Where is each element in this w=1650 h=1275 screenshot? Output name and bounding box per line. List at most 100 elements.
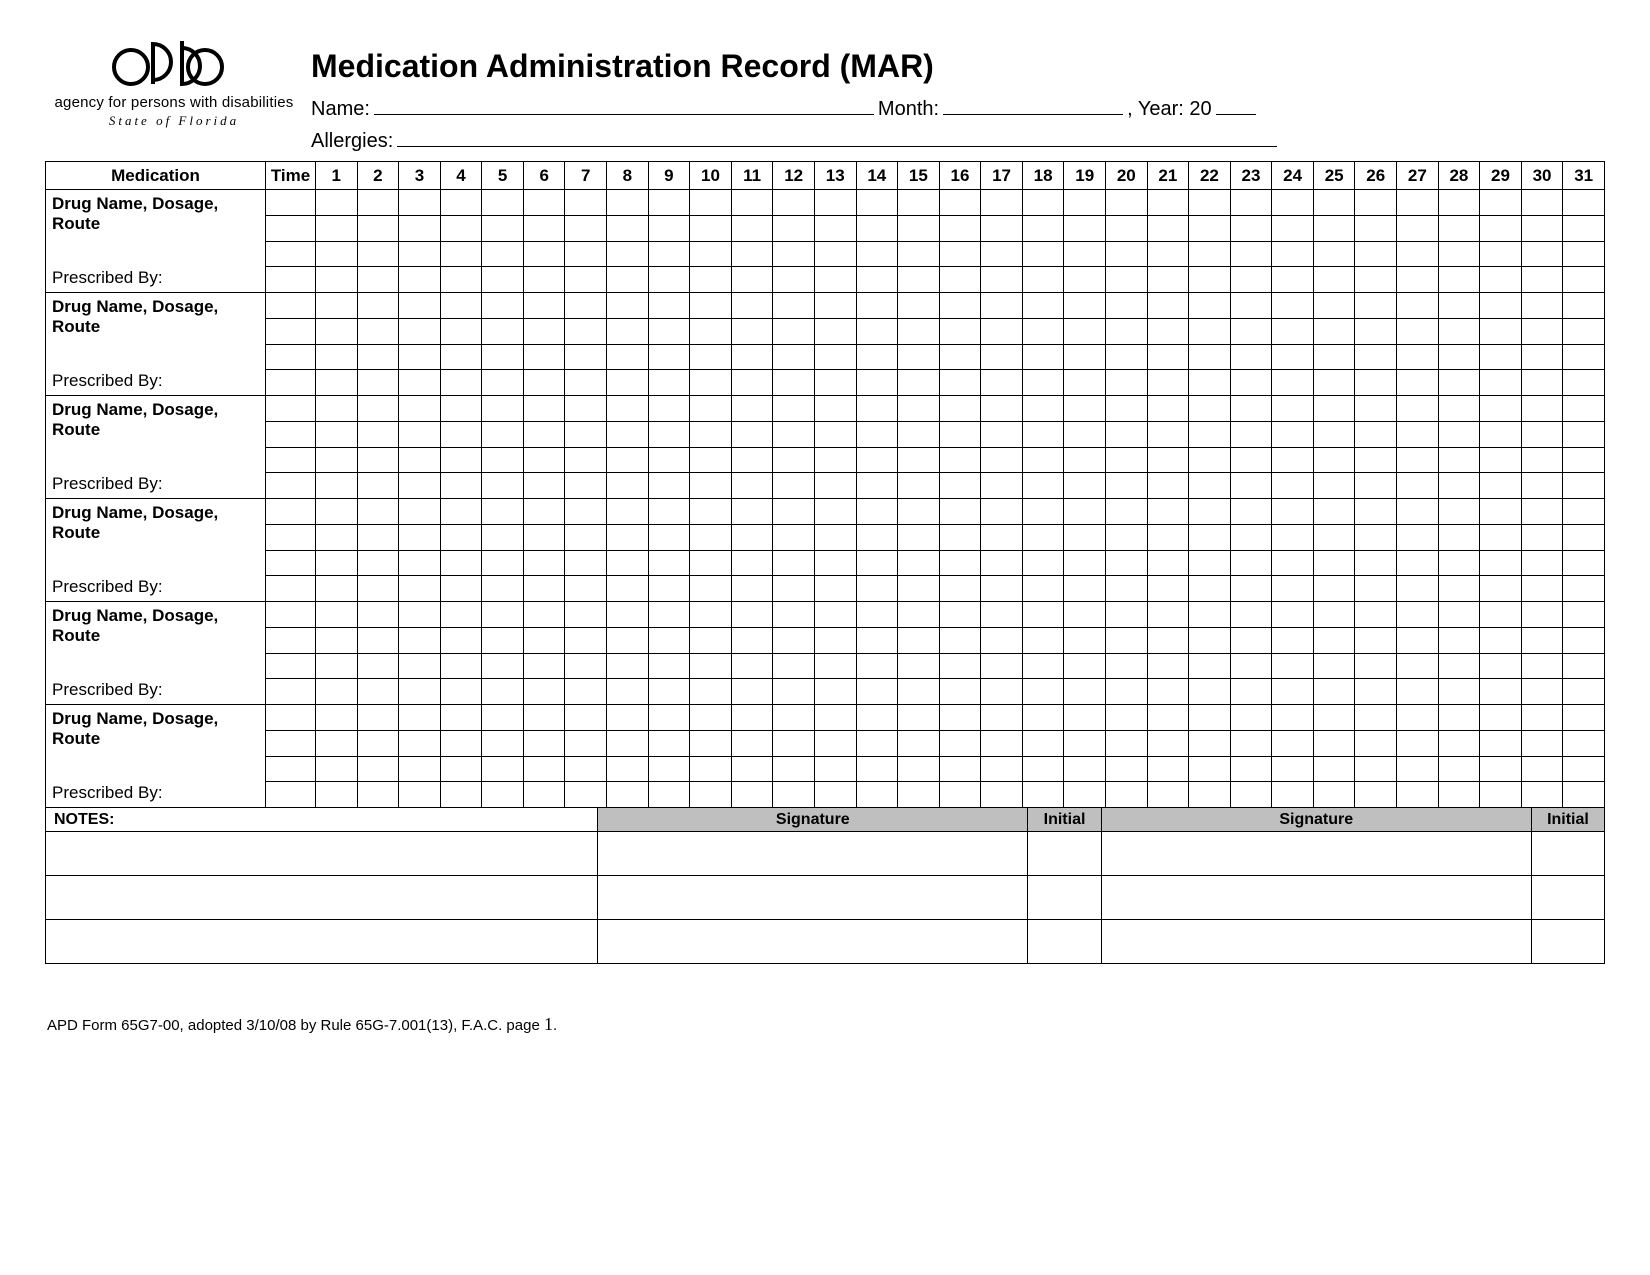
day-cell[interactable] — [731, 550, 773, 576]
day-cell[interactable] — [856, 550, 898, 576]
day-cell[interactable] — [440, 447, 482, 473]
day-cell[interactable] — [856, 473, 898, 499]
day-cell[interactable] — [1521, 421, 1563, 447]
day-cell[interactable] — [690, 447, 732, 473]
year-input[interactable] — [1216, 95, 1256, 115]
day-cell[interactable] — [523, 627, 565, 653]
day-cell[interactable] — [1022, 602, 1064, 628]
day-cell[interactable] — [648, 576, 690, 602]
day-cell[interactable] — [1397, 550, 1439, 576]
day-cell[interactable] — [1563, 602, 1605, 628]
day-cell[interactable] — [440, 190, 482, 216]
day-cell[interactable] — [1438, 215, 1480, 241]
day-cell[interactable] — [1355, 318, 1397, 344]
day-cell[interactable] — [1189, 473, 1231, 499]
initial-cell[interactable] — [1531, 920, 1604, 964]
day-cell[interactable] — [1313, 344, 1355, 370]
day-cell[interactable] — [399, 730, 441, 756]
day-cell[interactable] — [1230, 679, 1272, 705]
day-cell[interactable] — [1147, 241, 1189, 267]
day-cell[interactable] — [1313, 215, 1355, 241]
day-cell[interactable] — [1355, 627, 1397, 653]
time-cell[interactable] — [266, 602, 316, 628]
day-cell[interactable] — [1272, 627, 1314, 653]
day-cell[interactable] — [1397, 318, 1439, 344]
day-cell[interactable] — [648, 344, 690, 370]
day-cell[interactable] — [357, 293, 399, 319]
day-cell[interactable] — [1313, 293, 1355, 319]
day-cell[interactable] — [814, 730, 856, 756]
day-cell[interactable] — [898, 344, 940, 370]
day-cell[interactable] — [316, 602, 358, 628]
day-cell[interactable] — [1272, 473, 1314, 499]
day-cell[interactable] — [814, 370, 856, 396]
day-cell[interactable] — [565, 705, 607, 731]
day-cell[interactable] — [648, 370, 690, 396]
day-cell[interactable] — [1105, 344, 1147, 370]
day-cell[interactable] — [648, 447, 690, 473]
day-cell[interactable] — [1397, 267, 1439, 293]
day-cell[interactable] — [1189, 730, 1231, 756]
day-cell[interactable] — [1397, 370, 1439, 396]
day-cell[interactable] — [1438, 344, 1480, 370]
day-cell[interactable] — [690, 499, 732, 525]
day-cell[interactable] — [898, 602, 940, 628]
day-cell[interactable] — [1521, 499, 1563, 525]
day-cell[interactable] — [1397, 241, 1439, 267]
day-cell[interactable] — [981, 499, 1023, 525]
day-cell[interactable] — [1563, 576, 1605, 602]
day-cell[interactable] — [981, 524, 1023, 550]
day-cell[interactable] — [1563, 705, 1605, 731]
day-cell[interactable] — [939, 396, 981, 422]
day-cell[interactable] — [814, 602, 856, 628]
day-cell[interactable] — [1022, 293, 1064, 319]
day-cell[interactable] — [648, 190, 690, 216]
day-cell[interactable] — [648, 679, 690, 705]
day-cell[interactable] — [607, 421, 649, 447]
notes-cell[interactable] — [46, 920, 598, 964]
day-cell[interactable] — [690, 524, 732, 550]
day-cell[interactable] — [773, 524, 815, 550]
day-cell[interactable] — [399, 499, 441, 525]
day-cell[interactable] — [814, 318, 856, 344]
day-cell[interactable] — [1480, 293, 1522, 319]
day-cell[interactable] — [898, 782, 940, 808]
day-cell[interactable] — [399, 293, 441, 319]
day-cell[interactable] — [731, 653, 773, 679]
day-cell[interactable] — [731, 602, 773, 628]
day-cell[interactable] — [1521, 447, 1563, 473]
day-cell[interactable] — [399, 524, 441, 550]
day-cell[interactable] — [773, 602, 815, 628]
day-cell[interactable] — [482, 550, 524, 576]
day-cell[interactable] — [1355, 679, 1397, 705]
day-cell[interactable] — [814, 344, 856, 370]
day-cell[interactable] — [523, 396, 565, 422]
day-cell[interactable] — [1022, 730, 1064, 756]
allergies-input[interactable] — [397, 127, 1277, 147]
day-cell[interactable] — [898, 627, 940, 653]
day-cell[interactable] — [482, 241, 524, 267]
day-cell[interactable] — [1313, 318, 1355, 344]
day-cell[interactable] — [939, 421, 981, 447]
day-cell[interactable] — [1147, 447, 1189, 473]
day-cell[interactable] — [981, 756, 1023, 782]
day-cell[interactable] — [357, 602, 399, 628]
day-cell[interactable] — [1355, 370, 1397, 396]
day-cell[interactable] — [440, 576, 482, 602]
day-cell[interactable] — [1272, 730, 1314, 756]
day-cell[interactable] — [399, 550, 441, 576]
day-cell[interactable] — [1313, 447, 1355, 473]
day-cell[interactable] — [399, 653, 441, 679]
day-cell[interactable] — [316, 499, 358, 525]
day-cell[interactable] — [1022, 241, 1064, 267]
day-cell[interactable] — [773, 705, 815, 731]
day-cell[interactable] — [690, 215, 732, 241]
day-cell[interactable] — [731, 524, 773, 550]
time-cell[interactable] — [266, 447, 316, 473]
day-cell[interactable] — [1563, 756, 1605, 782]
day-cell[interactable] — [1438, 756, 1480, 782]
time-cell[interactable] — [266, 730, 316, 756]
day-cell[interactable] — [1230, 705, 1272, 731]
day-cell[interactable] — [523, 499, 565, 525]
day-cell[interactable] — [1313, 190, 1355, 216]
